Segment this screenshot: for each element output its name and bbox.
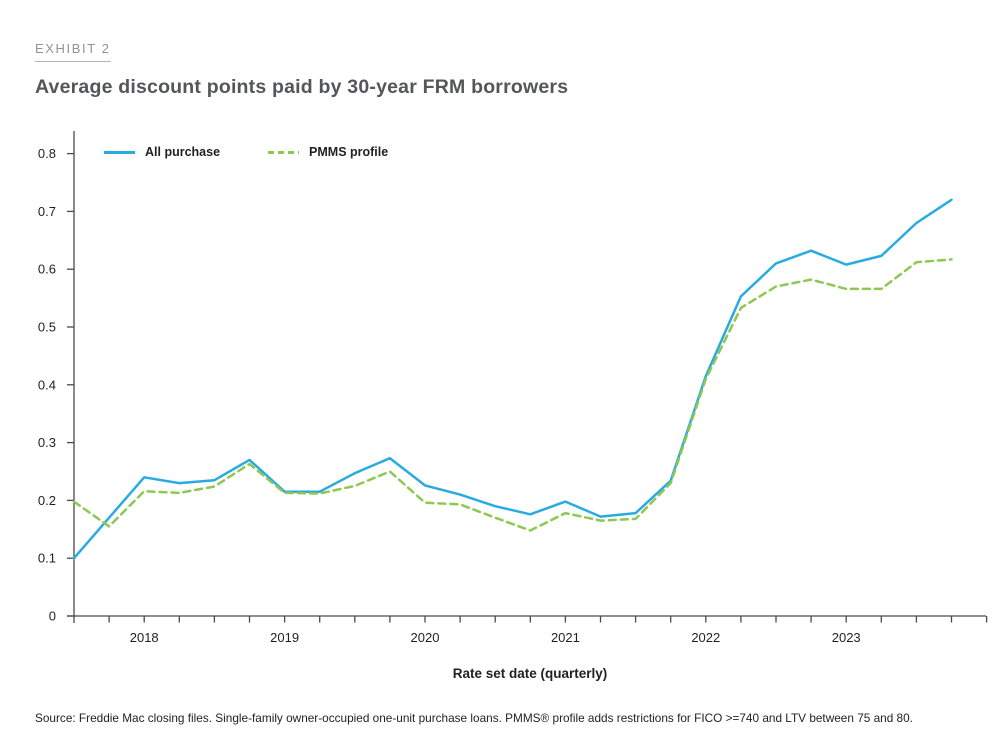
y-tick-label: 0.3	[38, 435, 56, 450]
x-year-label: 2022	[691, 630, 720, 645]
y-tick-label: 0.8	[38, 146, 56, 161]
series-line-pmms-profile	[72, 258, 953, 532]
x-year-label: 2018	[130, 630, 159, 645]
y-tick-label: 0.7	[38, 204, 56, 219]
series-line-all-purchase	[72, 198, 953, 560]
x-year-label: 2019	[270, 630, 299, 645]
legend-label-pmms-profile: PMMS profile	[309, 145, 389, 159]
exhibit-label: EXHIBIT 2	[35, 41, 111, 62]
x-year-label: 2020	[411, 630, 440, 645]
legend-line-swatch-pmms-profile	[268, 150, 300, 154]
source-note: Source: Freddie Mac closing files. Singl…	[35, 711, 913, 725]
legend-label-all-purchase: All purchase	[145, 145, 221, 159]
legend-line-swatch-all-purchase	[104, 150, 135, 154]
chart-legend: All purchase PMMS profile	[104, 145, 388, 159]
y-tick-label: 0.6	[38, 262, 56, 277]
y-tick-label: 0.2	[38, 493, 56, 508]
y-tick-label: 0	[49, 609, 56, 624]
legend-item-pmms-profile: PMMS profile	[268, 145, 388, 159]
legend-item-all-purchase: All purchase	[104, 145, 220, 159]
x-axis-title: Rate set date (quarterly)	[452, 666, 608, 681]
page-title: Average discount points paid by 30-year …	[35, 76, 569, 98]
x-year-label: 2023	[832, 630, 861, 645]
y-tick-label: 0.4	[38, 377, 56, 392]
x-year-label: 2021	[551, 630, 580, 645]
y-tick-label: 0.5	[38, 320, 56, 335]
y-tick-label: 0.1	[38, 551, 56, 566]
